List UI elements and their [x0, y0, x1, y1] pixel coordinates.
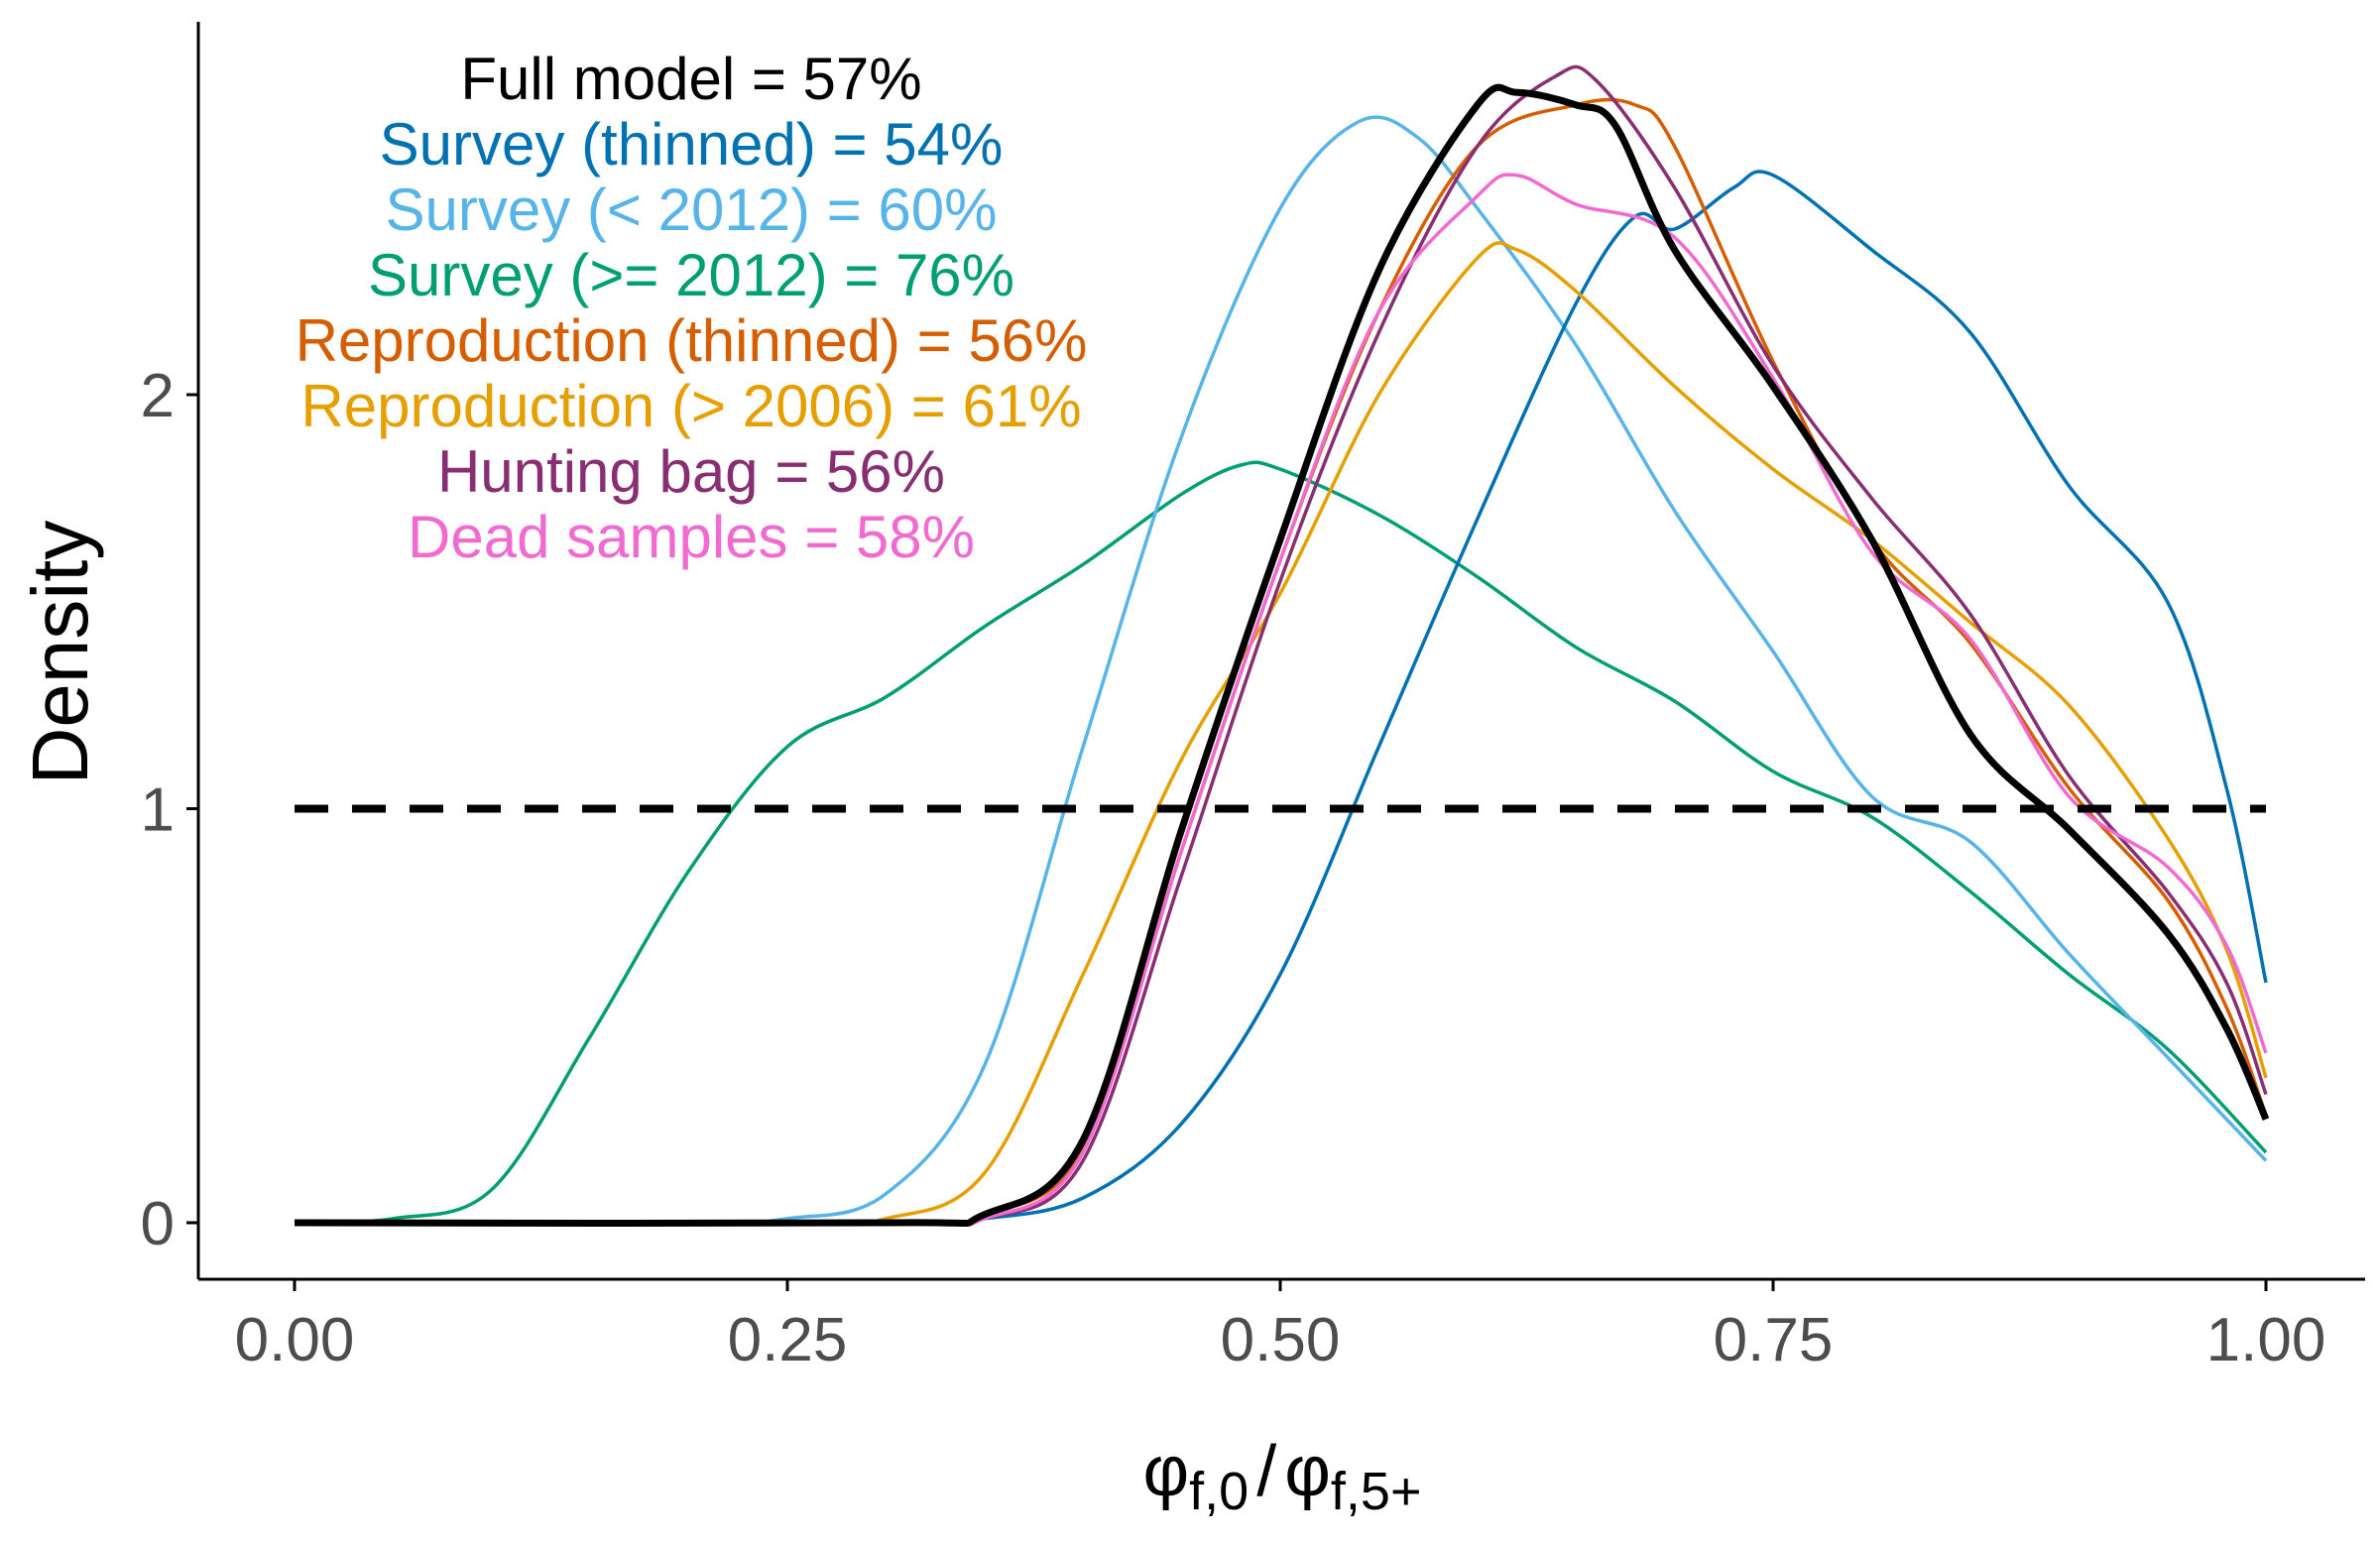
x-tick-label: 0.25 [728, 1306, 848, 1374]
series-line-7 [294, 173, 2268, 1227]
x-title-denominator: φ [1284, 1432, 1331, 1511]
x-tick-label: 0.50 [1221, 1306, 1341, 1374]
series-line-1 [294, 460, 2268, 1225]
series-line-8 [294, 83, 2270, 1228]
y-tick-label: 2 [141, 362, 175, 430]
x-axis-title: φf,0/φf,5+ [1142, 1432, 1421, 1521]
x-tick-label: 0.00 [235, 1306, 355, 1374]
series-layer [294, 64, 2270, 1228]
annotation-block: Full model = 57%Survey (thinned) = 54%Su… [296, 46, 1088, 570]
annotation-label: Survey (>= 2012) = 76% [368, 242, 1014, 308]
x-tick-label: 0.75 [1714, 1306, 1834, 1374]
y-axis-title: Density [16, 521, 104, 785]
x-tick-label: 1.00 [2206, 1306, 2326, 1374]
series-line-4 [294, 241, 2268, 1226]
annotation-label: Reproduction (> 2006) = 61% [300, 373, 1081, 439]
x-title-separator: / [1256, 1432, 1276, 1511]
annotation-label: Hunting bag = 56% [437, 438, 945, 505]
x-title-numerator: φ [1142, 1432, 1189, 1511]
y-ticks: 0 1 2 [141, 362, 198, 1258]
annotation-label: Full model = 57% [460, 46, 921, 112]
annotation-label: Reproduction (thinned) = 56% [296, 307, 1088, 374]
series-line-2 [294, 115, 2268, 1226]
annotation-label: Dead samples = 58% [408, 504, 975, 570]
y-tick-label: 1 [141, 776, 175, 845]
annotation-label: Survey (< 2012) = 60% [385, 177, 997, 243]
x-title-numerator-sub: f,0 [1189, 1462, 1249, 1521]
x-title-denominator-sub: f,5+ [1331, 1462, 1422, 1521]
x-ticks: 0.00 0.25 0.50 0.75 1.00 [235, 1279, 2326, 1374]
y-tick-label: 0 [141, 1190, 175, 1258]
annotation-label: Survey (thinned) = 54% [380, 111, 1004, 178]
